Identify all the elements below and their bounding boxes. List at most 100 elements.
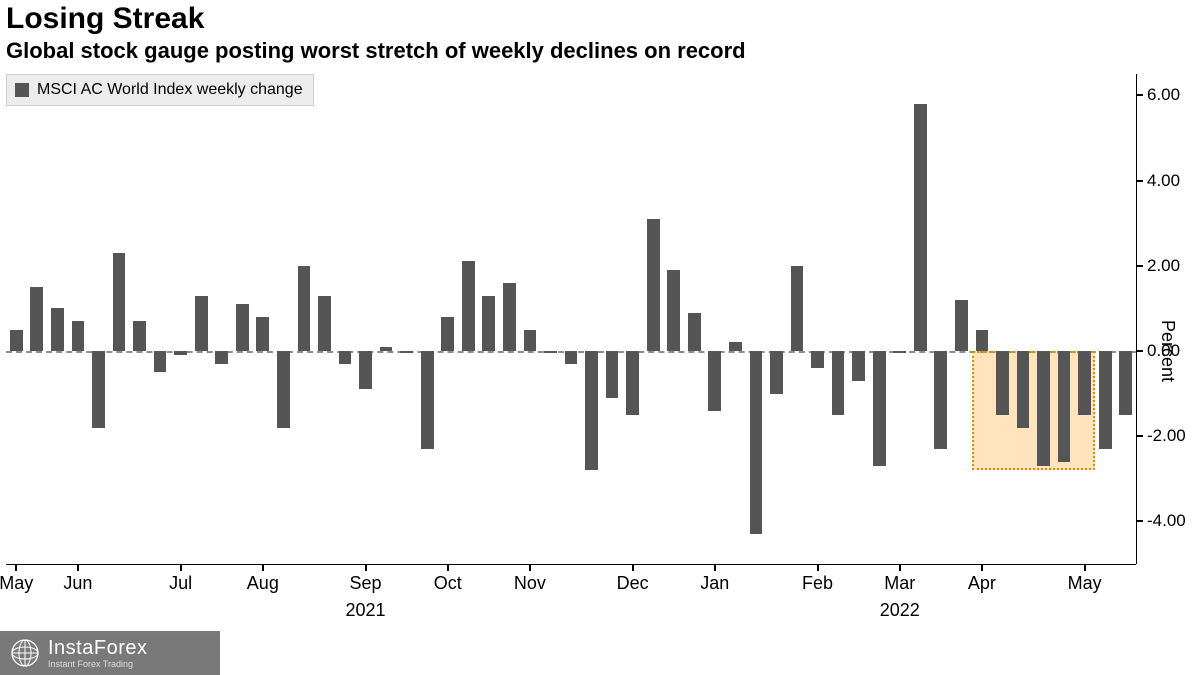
bar <box>318 296 331 351</box>
watermark-text: InstaForex Instant Forex Trading <box>48 638 147 669</box>
bar <box>729 342 742 351</box>
globe-icon <box>10 638 40 668</box>
watermark-tagline: Instant Forex Trading <box>48 660 147 669</box>
bar <box>277 351 290 428</box>
y-tick-label: -2.00 <box>1147 426 1186 446</box>
tick-mark <box>1137 180 1143 182</box>
bar <box>893 351 906 353</box>
x-tick-label: Dec <box>617 573 649 594</box>
chart-subtitle: Global stock gauge posting worst stretch… <box>6 38 746 64</box>
plot <box>6 74 1136 564</box>
bar <box>688 313 701 351</box>
x-tick-label: May <box>0 573 33 594</box>
x-axis: MayJunJulAugSepOctNovDecJanFebMarAprMay <box>6 564 1136 587</box>
bar <box>1017 351 1030 428</box>
x-tick-label: Jul <box>169 573 192 594</box>
tick-mark <box>1137 94 1143 96</box>
bar <box>873 351 886 466</box>
tick-mark <box>365 565 367 571</box>
bar <box>92 351 105 428</box>
watermark-brand: InstaForex <box>48 638 147 658</box>
bar <box>770 351 783 394</box>
x-tick-label: Jan <box>700 573 729 594</box>
x-tick-label: Jun <box>63 573 92 594</box>
tick-mark <box>529 565 531 571</box>
x-tick-label: Oct <box>434 573 462 594</box>
bar <box>1037 351 1050 466</box>
year-label: 2021 <box>346 600 386 621</box>
bar <box>626 351 639 415</box>
x-tick-label: Nov <box>514 573 546 594</box>
bar <box>606 351 619 398</box>
y-axis: -4.00-2.000.002.004.006.00 <box>1136 74 1197 564</box>
bar <box>1058 351 1071 462</box>
bar <box>914 104 927 351</box>
bar <box>400 351 413 353</box>
tick-mark <box>1137 520 1143 522</box>
tick-mark <box>15 565 17 571</box>
tick-mark <box>1084 565 1086 571</box>
bar <box>832 351 845 415</box>
x-tick-label: Aug <box>247 573 279 594</box>
x-tick-label: Apr <box>968 573 996 594</box>
bar <box>195 296 208 351</box>
bar <box>154 351 167 372</box>
bar <box>256 317 269 351</box>
bar <box>955 300 968 351</box>
x-tick-label: Feb <box>802 573 833 594</box>
bar <box>791 266 804 351</box>
tick-mark <box>899 565 901 571</box>
bar <box>565 351 578 364</box>
bar <box>10 330 23 351</box>
tick-mark <box>447 565 449 571</box>
bar <box>482 296 495 351</box>
bar <box>441 317 454 351</box>
tick-mark <box>1137 350 1143 352</box>
bar <box>750 351 763 534</box>
bar <box>1078 351 1091 415</box>
bar <box>544 351 557 353</box>
bar <box>1119 351 1132 415</box>
bar <box>30 287 43 351</box>
bar <box>1099 351 1112 449</box>
bar <box>996 351 1009 415</box>
highlight-region <box>972 351 1095 470</box>
x-tick-label: May <box>1068 573 1102 594</box>
bar <box>708 351 721 411</box>
year-label: 2022 <box>880 600 920 621</box>
x-tick-label: Sep <box>350 573 382 594</box>
y-tick-label: 2.00 <box>1147 256 1180 276</box>
bar <box>380 347 393 351</box>
y-tick-label: 4.00 <box>1147 171 1180 191</box>
x-tick-label: Mar <box>884 573 915 594</box>
chart-title: Losing Streak <box>6 2 204 36</box>
tick-mark <box>714 565 716 571</box>
bar <box>852 351 865 381</box>
bar <box>811 351 824 368</box>
bar <box>236 304 249 351</box>
bar <box>359 351 372 389</box>
tick-mark <box>262 565 264 571</box>
bar <box>976 330 989 351</box>
bar <box>667 270 680 351</box>
bar <box>524 330 537 351</box>
bar <box>215 351 228 364</box>
bar <box>421 351 434 449</box>
bar <box>647 219 660 351</box>
bar <box>298 266 311 351</box>
bar <box>339 351 352 364</box>
bar <box>133 321 146 351</box>
tick-mark <box>1137 265 1143 267</box>
bar <box>585 351 598 470</box>
tick-mark <box>180 565 182 571</box>
bar <box>51 308 64 351</box>
tick-mark <box>77 565 79 571</box>
bar <box>72 321 85 351</box>
watermark: InstaForex Instant Forex Trading <box>0 631 220 675</box>
bar <box>503 283 516 351</box>
bar <box>934 351 947 449</box>
tick-mark <box>981 565 983 571</box>
bar <box>462 261 475 350</box>
chart-container: Losing Streak Global stock gauge posting… <box>0 0 1200 675</box>
y-tick-label: -4.00 <box>1147 511 1186 531</box>
